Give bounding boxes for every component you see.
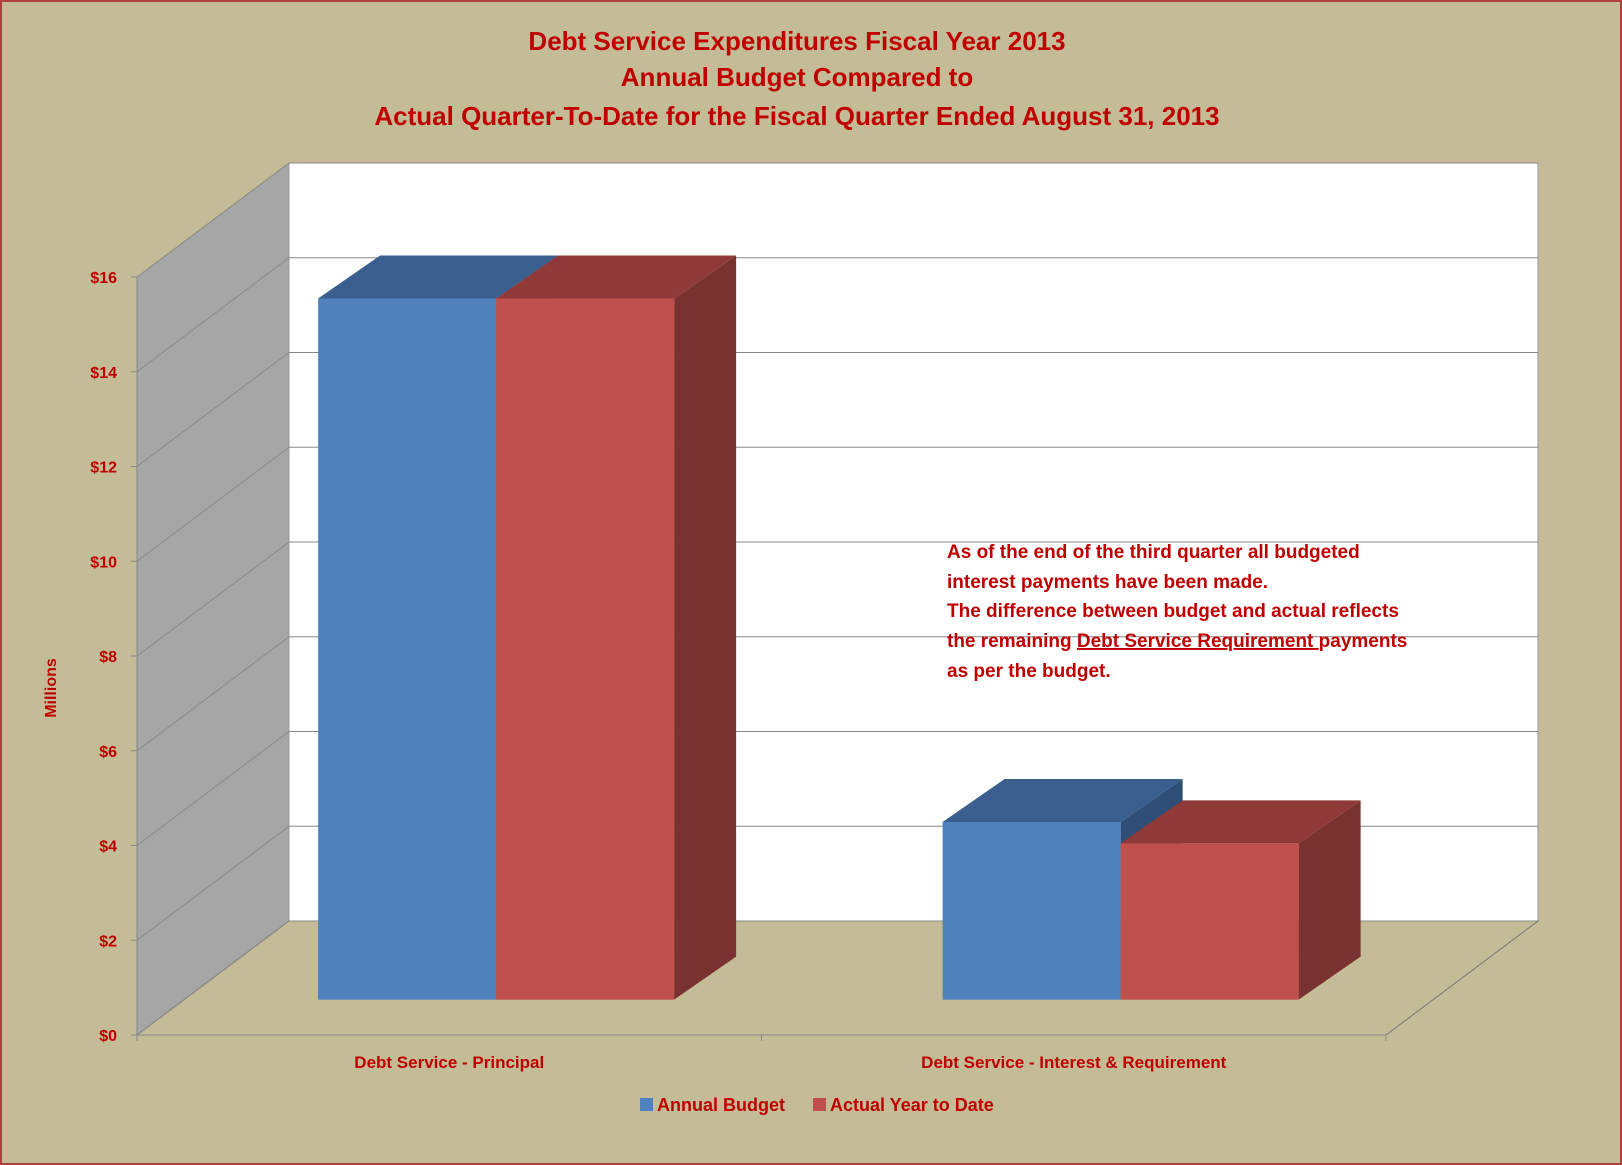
annotation: As of the end of the third quarter all b… [947, 542, 1360, 563]
legend-swatch [813, 1098, 826, 1111]
annotation: the remaining Debt Service Requirement p… [947, 631, 1407, 652]
y-tick-label: $6 [99, 744, 117, 761]
bar [496, 255, 737, 1000]
y-tick-label: $0 [99, 1028, 117, 1045]
bar-front [1120, 843, 1299, 1000]
chart-title: Actual Quarter-To-Date for the Fiscal Qu… [374, 101, 1219, 131]
bar-front [496, 298, 675, 1000]
grid-line [136, 541, 290, 657]
grid-line [136, 636, 290, 752]
y-tick-label: $16 [90, 270, 117, 287]
grid-line [136, 920, 290, 1036]
bar-front [942, 822, 1121, 1000]
grid-line [136, 731, 290, 846]
bar [1120, 800, 1361, 1000]
bar-top [1120, 800, 1361, 844]
annotation: interest payments have been made. [947, 572, 1268, 593]
annotation: as per the budget. [947, 661, 1111, 682]
y-tick-label: $14 [90, 365, 117, 382]
grid-line [136, 446, 290, 562]
bar-top [942, 779, 1183, 823]
grid-line [136, 257, 290, 373]
chart-title: Debt Service Expenditures Fiscal Year 20… [528, 26, 1065, 56]
y-tick-label: $10 [90, 554, 117, 571]
legend-swatch [640, 1098, 653, 1111]
grid-line [136, 162, 290, 278]
grid-line [136, 352, 290, 467]
y-tick-label: $12 [90, 460, 117, 477]
legend-label: Actual Year to Date [830, 1095, 994, 1115]
bar-side [674, 255, 737, 1000]
y-tick-label: $8 [99, 649, 117, 666]
y-axis-label: Millions [43, 658, 60, 718]
x-tick-label: Debt Service - Principal [354, 1053, 544, 1072]
bar-top [318, 255, 559, 299]
grid-line [136, 825, 290, 941]
chart-title: Annual Budget Compared to [621, 62, 973, 92]
x-tick-label: Debt Service - Interest & Requirement [921, 1053, 1226, 1072]
bar-side [1298, 800, 1361, 1000]
y-tick-label: $4 [99, 839, 117, 856]
y-tick-label: $2 [99, 933, 117, 950]
bar-front [318, 298, 497, 1000]
bar-top [496, 255, 737, 299]
legend-label: Annual Budget [657, 1095, 785, 1115]
annotation: The difference between budget and actual… [947, 601, 1399, 622]
